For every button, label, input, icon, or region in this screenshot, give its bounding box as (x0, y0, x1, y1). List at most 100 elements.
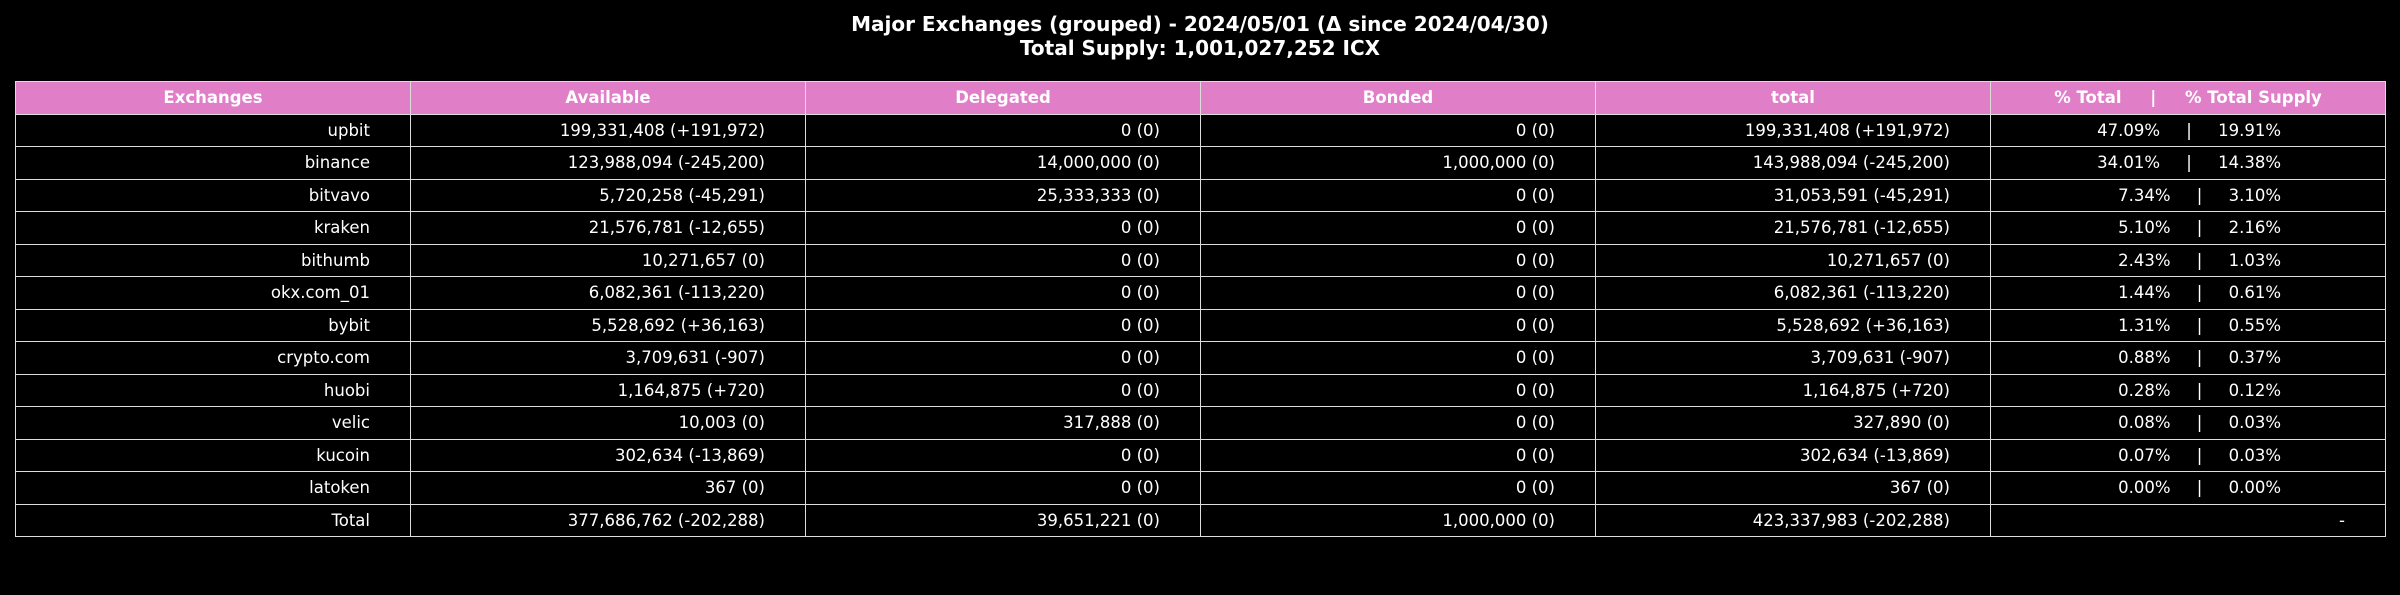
table-row: bithumb 10,271,657 (0) 0 (0) 0 (0) 10,271,65… (15, 243, 2386, 277)
table-cell: 0 (0) (805, 471, 1201, 505)
chart-title: Major Exchanges (grouped) - 2024/05/01 (… (851, 12, 1549, 36)
table-cell: 0 (0) (1200, 211, 1596, 245)
table-cell: 1,000,000 (0) (1200, 503, 1596, 537)
table-cell: 5,528,692 (+36,163) (1595, 308, 1991, 342)
table-cell: 0 (0) (1200, 341, 1596, 375)
column-header: total (1595, 81, 1991, 115)
table-cell: upbit (15, 113, 411, 147)
table-cell: 34.01% | 14.38% (1990, 146, 2386, 180)
table-row: okx.com_01 6,082,361 (-113,220) 0 (0) 0 (0)… (15, 276, 2386, 310)
table-cell: 0 (0) (805, 373, 1201, 407)
table-cell: 1,000,000 (0) (1200, 146, 1596, 180)
chart-title-block: Major Exchanges (grouped) - 2024/05/01 (… (0, 12, 2400, 60)
table-cell: 0.00% | 0.00% (1990, 471, 2386, 505)
table-cell: bithumb (15, 243, 411, 277)
table-cell: kraken (15, 211, 411, 245)
table-cell: 7.34% | 3.10% (1990, 178, 2386, 212)
table-cell: 0.28% | 0.12% (1990, 373, 2386, 407)
table-cell: 0 (0) (805, 438, 1201, 472)
table-cell: 1,164,875 (+720) (1595, 373, 1991, 407)
table-cell: 3,709,631 (-907) (1595, 341, 1991, 375)
table-cell: 0 (0) (1200, 308, 1596, 342)
table-cell: 0 (0) (1200, 178, 1596, 212)
table-cell: 199,331,408 (+191,972) (410, 113, 806, 147)
table-cell: 327,890 (0) (1595, 406, 1991, 440)
table-cell: kucoin (15, 438, 411, 472)
table-cell: 302,634 (-13,869) (410, 438, 806, 472)
table-row: crypto.com 3,709,631 (-907) 0 (0) 0 (0) 3,70… (15, 341, 2386, 375)
table-cell: 0 (0) (805, 341, 1201, 375)
table-cell: 0 (0) (805, 276, 1201, 310)
table-cell: 6,082,361 (-113,220) (410, 276, 806, 310)
table-cell: binance (15, 146, 411, 180)
table-cell: 0 (0) (1200, 406, 1596, 440)
table-cell: 5,720,258 (-45,291) (410, 178, 806, 212)
table-row: bybit 5,528,692 (+36,163) 0 (0) 0 (0) 5,528,… (15, 308, 2386, 342)
table-header: Exchanges Available Delegated Bonded total% … (15, 81, 2386, 115)
table-row: Total 377,686,762 (-202,288) 39,651,221 (0… (15, 503, 2386, 537)
table-cell: 0 (0) (1200, 276, 1596, 310)
table-cell: 10,271,657 (0) (1595, 243, 1991, 277)
table-cell: latoken (15, 471, 411, 505)
table-cell: - (1990, 503, 2386, 537)
chart-subtitle: Total Supply: 1,001,027,252 ICX (1019, 36, 1381, 60)
table-cell: huobi (15, 373, 411, 407)
table-cell: 0.88% | 0.37% (1990, 341, 2386, 375)
table-cell: 10,003 (0) (410, 406, 806, 440)
table-cell: 3,709,631 (-907) (410, 341, 806, 375)
column-header: Delegated (805, 81, 1201, 115)
table-cell: 0 (0) (1200, 373, 1596, 407)
column-header: % Total | % Total Supply (1990, 81, 2386, 115)
table-row: upbit 199,331,408 (+191,972) 0 (0) 0 (0) 199… (15, 113, 2386, 147)
table-body: upbit 199,331,408 (+191,972) 0 (0) 0 (0) 199… (15, 113, 2386, 537)
table-cell: 0 (0) (1200, 243, 1596, 277)
column-header: Bonded (1200, 81, 1596, 115)
table-cell: 25,333,333 (0) (805, 178, 1201, 212)
table-cell: 123,988,094 (-245,200) (410, 146, 806, 180)
table-cell: 6,082,361 (-113,220) (1595, 276, 1991, 310)
table-cell: 5.10% | 2.16% (1990, 211, 2386, 245)
table-cell: 10,271,657 (0) (410, 243, 806, 277)
table-cell: bybit (15, 308, 411, 342)
table-row: kucoin 302,634 (-13,869) 0 (0) 0 (0) 302,634… (15, 438, 2386, 472)
column-header: Exchanges (15, 81, 411, 115)
table-cell: 0 (0) (1200, 471, 1596, 505)
table-cell: 1,164,875 (+720) (410, 373, 806, 407)
table-row: velic 10,003 (0) 317,888 (0) 0 (0) 327,890 (… (15, 406, 2386, 440)
table-cell: 199,331,408 (+191,972) (1595, 113, 1991, 147)
table-cell: 47.09% | 19.91% (1990, 113, 2386, 147)
table-cell: 39,651,221 (0) (805, 503, 1201, 537)
table-cell: 21,576,781 (-12,655) (1595, 211, 1991, 245)
table-cell: 367 (0) (1595, 471, 1991, 505)
table-cell: 0 (0) (805, 211, 1201, 245)
table-cell: 14,000,000 (0) (805, 146, 1201, 180)
table-row: huobi 1,164,875 (+720) 0 (0) 0 (0) 1,164,875… (15, 373, 2386, 407)
table-cell: 1.31% | 0.55% (1990, 308, 2386, 342)
table-cell: 31,053,591 (-45,291) (1595, 178, 1991, 212)
table-row: bitvavo 5,720,258 (-45,291) 25,333,333 (0)… (15, 178, 2386, 212)
table-cell: 317,888 (0) (805, 406, 1201, 440)
exchanges-table: Exchanges Available Delegated Bonded total% … (15, 81, 2386, 537)
table-row: binance 123,988,094 (-245,200) 14,000,000 … (15, 146, 2386, 180)
table-cell: 423,337,983 (-202,288) (1595, 503, 1991, 537)
column-header: Available (410, 81, 806, 115)
table-cell: okx.com_01 (15, 276, 411, 310)
table-cell: 0 (0) (1200, 113, 1596, 147)
table-cell: 367 (0) (410, 471, 806, 505)
table-cell: 0 (0) (805, 308, 1201, 342)
table-cell: 2.43% | 1.03% (1990, 243, 2386, 277)
table-cell: 0.08% | 0.03% (1990, 406, 2386, 440)
table-cell: 143,988,094 (-245,200) (1595, 146, 1991, 180)
table-cell: crypto.com (15, 341, 411, 375)
table-cell: Total (15, 503, 411, 537)
table-row: kraken 21,576,781 (-12,655) 0 (0) 0 (0) 21,5… (15, 211, 2386, 245)
table-cell: 0 (0) (805, 243, 1201, 277)
table-cell: 377,686,762 (-202,288) (410, 503, 806, 537)
table-cell: bitvavo (15, 178, 411, 212)
table-cell: 0 (0) (1200, 438, 1596, 472)
table-cell: 5,528,692 (+36,163) (410, 308, 806, 342)
table-cell: 0.07% | 0.03% (1990, 438, 2386, 472)
table-cell: 21,576,781 (-12,655) (410, 211, 806, 245)
table-cell: 302,634 (-13,869) (1595, 438, 1991, 472)
table-row: latoken 367 (0) 0 (0) 0 (0) 367 (0) 0.00% | 0… (15, 471, 2386, 505)
